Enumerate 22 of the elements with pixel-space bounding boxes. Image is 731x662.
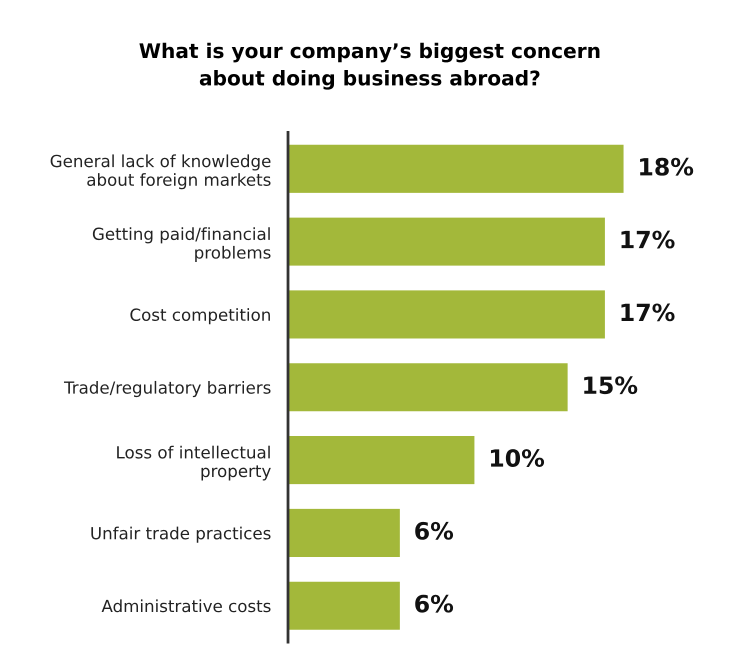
bar [288, 582, 400, 630]
y-tick-label: Cost competition [130, 308, 270, 324]
y-tick-label: General lack of knowledge about foreign markets [50, 154, 271, 190]
bar [288, 363, 568, 412]
data-label: 18% [640, 158, 694, 176]
bar [288, 436, 474, 484]
data-label: 17% [621, 303, 675, 322]
data-label: 17% [621, 230, 675, 248]
y-tick-label: Trade/regulatory barriers [64, 380, 271, 398]
data-label: 10% [490, 449, 544, 467]
bar [288, 290, 605, 338]
data-label: 15% [584, 376, 638, 394]
data-label: 6% [415, 522, 454, 540]
y-tick-label: Loss of intellectual property [117, 446, 271, 480]
bar [288, 144, 624, 193]
y-tick-label: Unfair trade practices [91, 526, 271, 543]
bar [288, 508, 400, 557]
y-tick-label: Getting paid/financial problems [92, 227, 271, 262]
bar [288, 218, 605, 266]
data-label: 6% [415, 594, 454, 613]
chart-title: What is your company’s biggest concern about doing business abroad? [139, 42, 600, 90]
y-tick-label: Administrative costs [102, 599, 271, 612]
